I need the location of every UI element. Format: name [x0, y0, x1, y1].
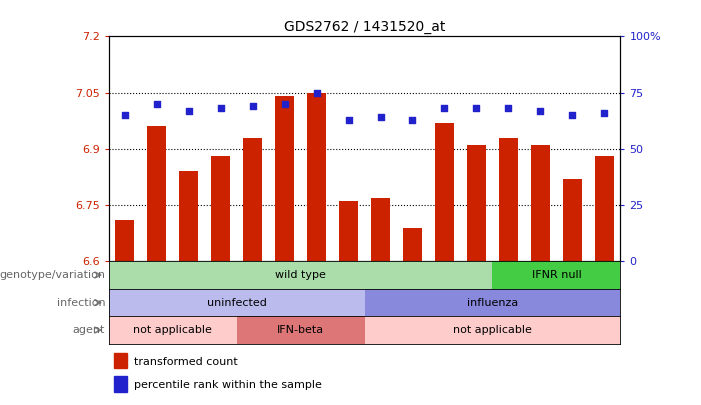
Bar	[275, 96, 294, 261]
Bar	[307, 93, 326, 261]
Point	[151, 100, 162, 107]
Bar	[435, 123, 454, 261]
Bar	[114, 353, 127, 368]
Text: agent: agent	[73, 325, 105, 335]
Point	[567, 112, 578, 118]
Text: influenza: influenza	[467, 298, 518, 307]
Bar	[492, 261, 620, 289]
Bar	[211, 156, 230, 261]
Bar	[499, 138, 518, 261]
Point	[599, 110, 610, 116]
Bar	[115, 220, 135, 261]
Text: percentile rank within the sample: percentile rank within the sample	[135, 380, 322, 390]
Text: IFN-beta: IFN-beta	[277, 325, 324, 335]
Bar	[109, 261, 492, 289]
Bar	[243, 138, 262, 261]
Bar	[365, 289, 620, 316]
Point	[215, 105, 226, 112]
Bar	[147, 126, 166, 261]
Bar	[365, 316, 620, 344]
Bar	[179, 171, 198, 261]
Point	[471, 105, 482, 112]
Bar	[595, 156, 614, 261]
Point	[183, 107, 194, 114]
Text: IFNR null: IFNR null	[531, 270, 581, 280]
Text: wild type: wild type	[275, 270, 326, 280]
Bar	[114, 376, 127, 392]
Bar	[563, 179, 582, 261]
Point	[247, 103, 258, 109]
Text: genotype/variation: genotype/variation	[0, 270, 105, 280]
Point	[407, 116, 418, 123]
Bar	[237, 316, 365, 344]
Bar	[531, 145, 550, 261]
Bar	[467, 145, 486, 261]
Title: GDS2762 / 1431520_at: GDS2762 / 1431520_at	[284, 20, 445, 34]
Point	[503, 105, 514, 112]
Text: uninfected: uninfected	[207, 298, 266, 307]
Point	[375, 114, 386, 121]
Text: not applicable: not applicable	[133, 325, 212, 335]
Bar	[371, 198, 390, 261]
Text: not applicable: not applicable	[453, 325, 532, 335]
Bar	[109, 289, 365, 316]
Text: infection: infection	[57, 298, 105, 307]
Point	[279, 100, 290, 107]
Point	[343, 116, 354, 123]
Bar	[109, 316, 237, 344]
Bar	[339, 201, 358, 261]
Point	[439, 105, 450, 112]
Bar	[403, 228, 422, 261]
Point	[119, 112, 130, 118]
Point	[535, 107, 546, 114]
Point	[311, 90, 322, 96]
Text: transformed count: transformed count	[135, 356, 238, 367]
